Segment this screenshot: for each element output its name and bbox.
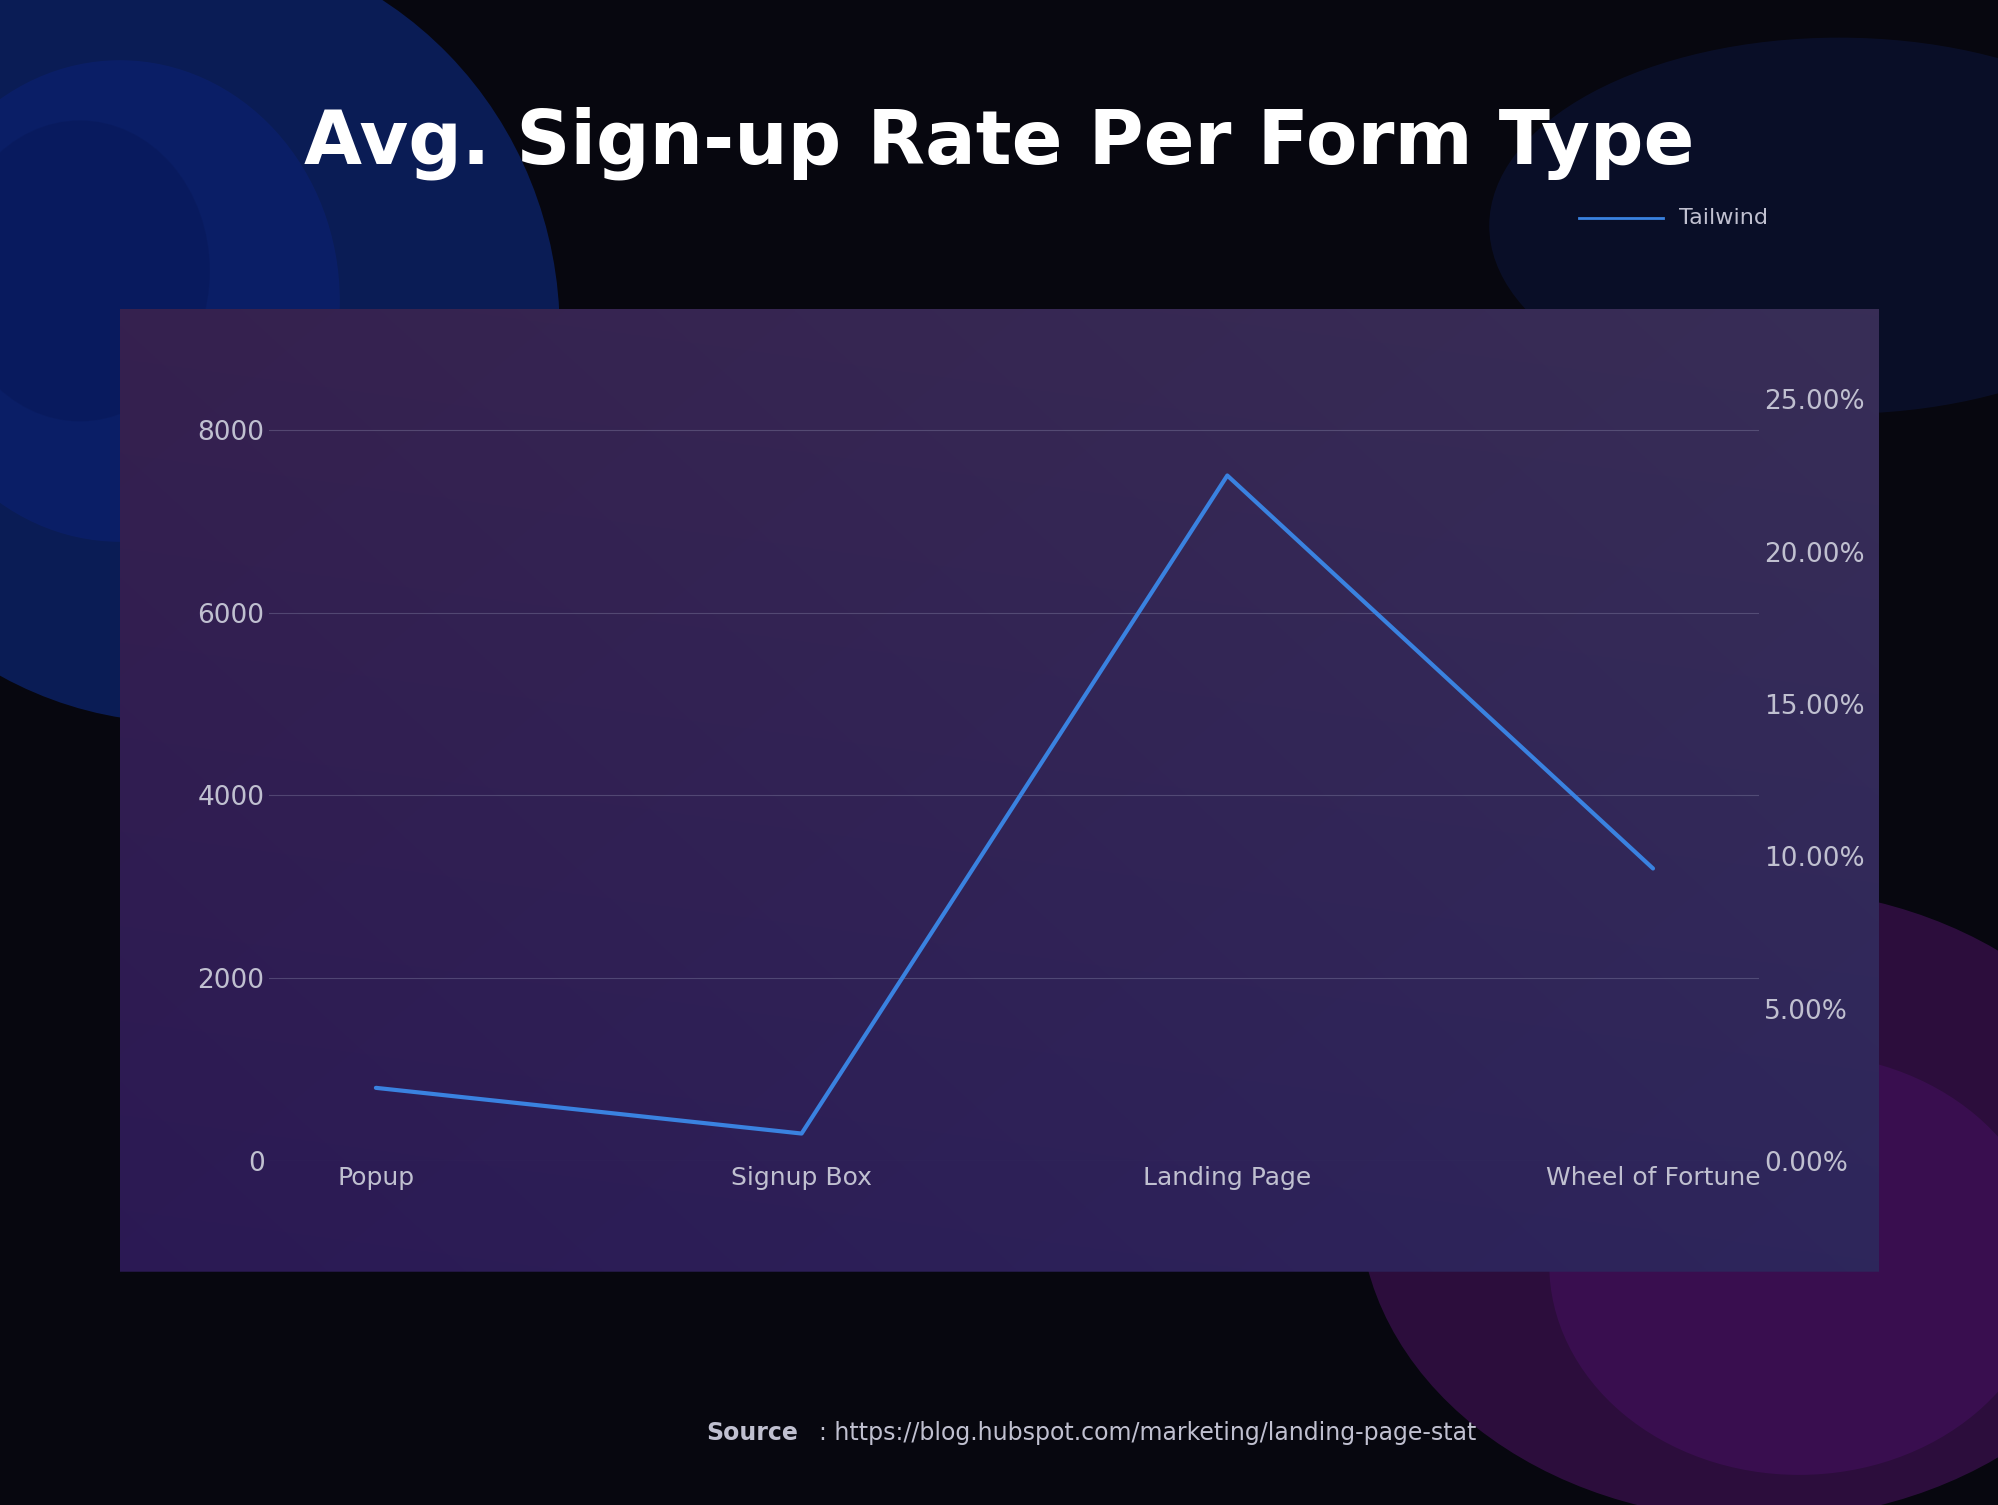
Ellipse shape xyxy=(1489,38,1998,414)
Text: : https://blog.hubspot.com/marketing/landing-page-stat: : https://blog.hubspot.com/marketing/lan… xyxy=(819,1421,1475,1445)
Text: Tailwind: Tailwind xyxy=(1678,208,1768,229)
Ellipse shape xyxy=(0,0,559,722)
Ellipse shape xyxy=(0,120,210,421)
Text: Source: https://blog.hubspot.com/marketing/landing-page-stat: Source: https://blog.hubspot.com/marketi… xyxy=(629,1421,1369,1445)
Text: Avg. Sign-up Rate Per Form Type: Avg. Sign-up Rate Per Form Type xyxy=(304,107,1694,179)
Ellipse shape xyxy=(0,60,340,542)
Ellipse shape xyxy=(1548,1054,1998,1475)
Ellipse shape xyxy=(1359,888,1998,1505)
Text: Source: Source xyxy=(707,1421,797,1445)
